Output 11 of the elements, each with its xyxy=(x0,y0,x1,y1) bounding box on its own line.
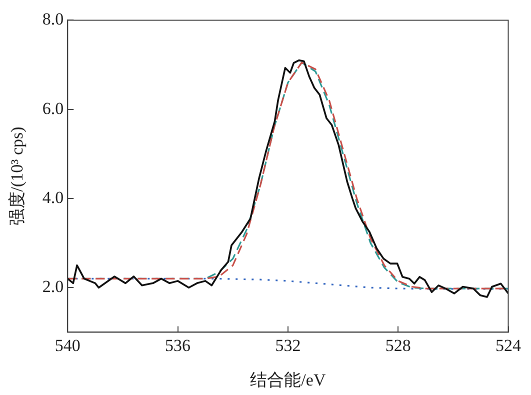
y-axis-title: 强度/(10³ cps) xyxy=(8,126,27,226)
x-tick-label: 528 xyxy=(385,336,411,355)
x-tick-label: 536 xyxy=(165,336,191,355)
y-tick-label: 2.0 xyxy=(42,277,64,296)
x-tick-label: 532 xyxy=(275,336,301,355)
y-tick-label: 4.0 xyxy=(42,188,64,207)
y-tick-label: 6.0 xyxy=(42,98,64,118)
y-tick-label: 8.0 xyxy=(42,10,64,29)
x-tick-label: 524 xyxy=(496,336,522,355)
x-axis-title: 结合能/eV xyxy=(250,370,326,390)
x-tick-label: 540 xyxy=(54,336,80,355)
